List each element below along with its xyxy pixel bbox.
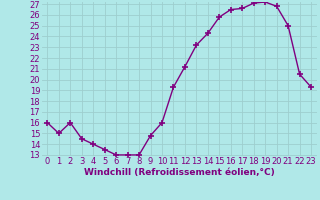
X-axis label: Windchill (Refroidissement éolien,°C): Windchill (Refroidissement éolien,°C) — [84, 168, 275, 177]
